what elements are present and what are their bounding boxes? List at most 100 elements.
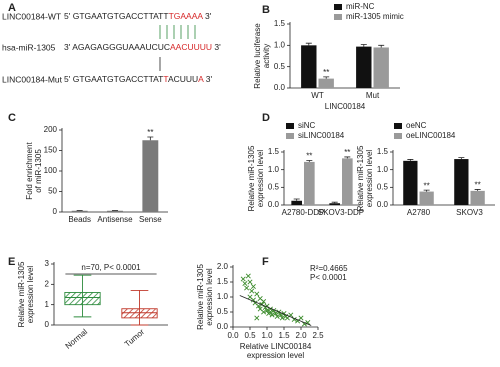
point xyxy=(261,309,267,315)
bar xyxy=(342,158,353,205)
y-tick-label: 50 xyxy=(48,187,57,196)
sequence-segment: ACUUU xyxy=(168,74,198,84)
error-bar xyxy=(306,160,313,162)
sequence-segment: 3' xyxy=(203,11,212,21)
legend-label: siLINC00184 xyxy=(298,131,345,140)
sequence-segment: AACUUUU xyxy=(170,42,212,52)
error-bar xyxy=(407,159,414,161)
bar xyxy=(419,191,434,205)
bar xyxy=(403,160,418,205)
error-bar xyxy=(378,44,385,48)
point xyxy=(279,315,285,321)
sequence-connectors xyxy=(159,25,196,71)
significance: ** xyxy=(424,181,430,190)
panel-label: B xyxy=(262,4,270,16)
y-tick-label: 1.0 xyxy=(217,292,229,301)
point xyxy=(264,307,270,314)
panel-label: C xyxy=(8,112,16,124)
y-axis-label: expression level xyxy=(365,150,374,208)
point xyxy=(249,288,255,294)
x-tick-label: Beads xyxy=(68,215,91,224)
bar xyxy=(142,140,159,212)
x-tick-label: A2780-DDP xyxy=(282,208,325,217)
point xyxy=(305,319,311,326)
panel-label: D xyxy=(262,112,270,124)
y-tick-label: 1.5 xyxy=(377,147,389,156)
sequence-segment: 3' xyxy=(212,42,221,52)
point xyxy=(244,285,250,291)
x-axis-label: expression level xyxy=(247,351,305,360)
bar xyxy=(373,47,389,88)
y-tick-label: 0.0 xyxy=(377,200,389,209)
legend-label: miR-NC xyxy=(346,2,375,11)
y-tick-label: 3 xyxy=(45,259,50,268)
legend-swatch xyxy=(394,133,402,139)
y-axis-label: Relative miR-1305 xyxy=(356,145,365,211)
panel-label: E xyxy=(8,256,15,268)
x-tick-label: SKOV3-DDP xyxy=(318,208,364,217)
x-tick-label: Normal xyxy=(64,327,90,351)
y-tick-label: 150 xyxy=(44,146,58,155)
point xyxy=(254,291,260,297)
point xyxy=(247,279,253,285)
legend-label: siNC xyxy=(298,121,316,130)
error-bar xyxy=(344,156,351,159)
sequence-segment: A xyxy=(198,74,204,84)
y-axis-label: Relative luciferase xyxy=(253,23,262,89)
y-axis-label: of miR-1305 xyxy=(34,149,43,193)
point xyxy=(301,321,307,327)
bar xyxy=(329,203,340,205)
sequence-name: hsa-miR-1305 xyxy=(2,42,56,52)
point xyxy=(298,315,304,321)
x-axis-label: Relative LINC00184 xyxy=(240,342,312,351)
sequence-segment: 5' GTGAATGTGACCTTAT xyxy=(64,74,163,84)
sequence-segment: 3' AGAGAGGGUAAAUCUC xyxy=(64,42,170,52)
legend-label: oeNC xyxy=(406,121,427,130)
point xyxy=(242,280,248,287)
annotation: n=70, P< 0.0001 xyxy=(81,263,141,272)
y-tick-label: 1.5 xyxy=(268,147,280,156)
significance: ** xyxy=(323,68,329,77)
y-tick-label: 1.5 xyxy=(217,277,229,286)
bar xyxy=(454,159,469,205)
annotation: P< 0.0001 xyxy=(310,273,347,282)
x-tick-label: 1.0 xyxy=(261,331,273,340)
point xyxy=(274,313,280,320)
y-tick-label: 0 xyxy=(53,207,58,216)
error-bar xyxy=(147,136,154,141)
error-bar xyxy=(474,189,481,191)
sequence: 5' GTGAATGTGACCTTATTTGAAAA 3' xyxy=(64,11,212,21)
y-tick-label: 0.0 xyxy=(217,322,229,331)
point xyxy=(267,309,273,315)
x-tick-label: 0.0 xyxy=(227,331,239,340)
x-axis-label: LINC00184 xyxy=(325,102,366,111)
annotation: R²=0.4665 xyxy=(310,264,348,273)
y-axis-label: Relative miR-1305 xyxy=(17,261,26,327)
y-axis-label: Relative miR-1305 xyxy=(247,145,256,211)
point xyxy=(245,273,251,279)
y-tick-label: 0.5 xyxy=(217,307,229,316)
y-axis-label: Fold enrichment xyxy=(25,142,34,200)
point xyxy=(269,312,275,318)
legend-swatch xyxy=(286,123,294,129)
error-bar xyxy=(293,198,300,201)
box xyxy=(121,308,158,319)
panel-label: A xyxy=(8,2,16,14)
y-tick-label: 0.5 xyxy=(377,182,389,191)
sequence: 5' GTGAATGTGACCTTATTACUUUA 3' xyxy=(64,74,212,84)
x-tick-label: Antisense xyxy=(97,215,133,224)
x-tick-label: SKOV3 xyxy=(456,208,483,217)
y-axis-label: activity xyxy=(262,44,271,68)
error-bar xyxy=(323,76,330,79)
error-bar xyxy=(305,42,312,46)
error-bar xyxy=(458,157,465,160)
x-tick-label: Tumor xyxy=(123,327,147,349)
y-tick-label: 1.5 xyxy=(274,19,286,28)
bar xyxy=(71,210,88,212)
bar xyxy=(356,46,372,88)
x-tick-label: WT xyxy=(311,91,324,100)
y-tick-label: 2 xyxy=(45,279,50,288)
y-tick-label: 1.0 xyxy=(274,40,286,49)
point xyxy=(255,303,262,309)
